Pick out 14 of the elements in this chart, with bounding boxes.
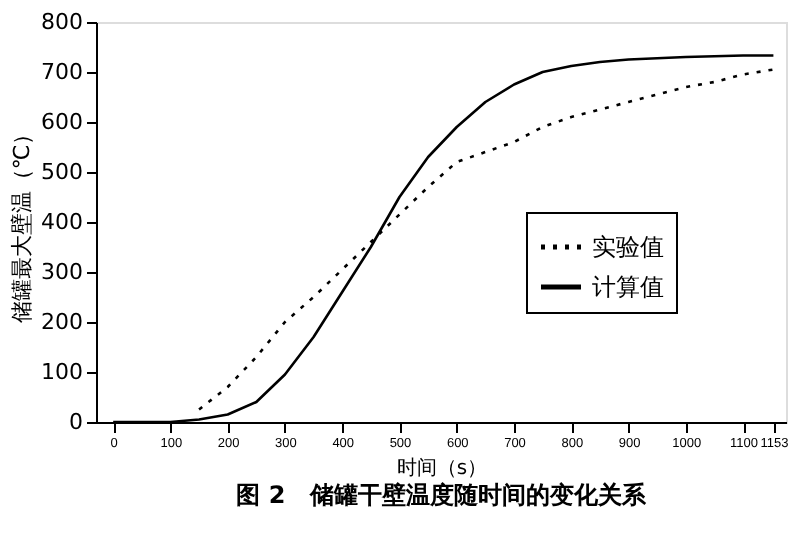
y-tick-label: 500	[41, 159, 83, 185]
y-tick-label: 200	[41, 309, 83, 335]
y-tick-label: 400	[41, 209, 83, 235]
legend-label: 实验值	[592, 233, 664, 261]
y-tick-label: 300	[41, 259, 83, 285]
y-tick-label: 600	[41, 109, 83, 135]
y-axis-title: 储罐最大壁温（℃）	[9, 122, 36, 324]
text: 图 2 储罐干壁温度随时间的变化关系	[236, 481, 648, 509]
y-tick-label: 0	[69, 409, 83, 435]
y-tick-label: 800	[41, 9, 83, 35]
y-tick-label: 100	[41, 359, 83, 385]
y-tick-label: 700	[41, 59, 83, 85]
legend-label: 计算值	[592, 273, 664, 301]
x-axis-title: 时间（s）	[396, 456, 488, 480]
